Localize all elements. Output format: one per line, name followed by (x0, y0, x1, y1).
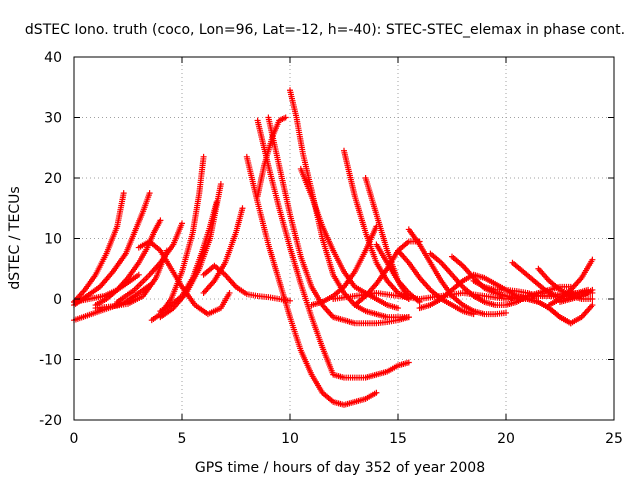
data-point (395, 305, 401, 312)
y-axis-label: dSTEC / TECUs (7, 186, 23, 289)
data-point (282, 114, 289, 121)
y-tick-label: -20 (39, 413, 62, 429)
y-tick-label: 10 (44, 232, 62, 248)
series-track (157, 181, 224, 321)
series-track (71, 280, 155, 324)
x-tick-label: 25 (605, 431, 623, 447)
series-track (148, 153, 207, 324)
series-track (373, 241, 423, 306)
series-track (330, 289, 574, 302)
x-axis-label: GPS time / hours of day 352 of year 2008 (195, 460, 485, 476)
data-point (135, 271, 142, 278)
series-track (308, 223, 380, 309)
data-point (503, 309, 509, 316)
data-point (405, 359, 412, 366)
series-track (341, 147, 412, 302)
data-point (589, 256, 596, 263)
series-track (254, 117, 412, 381)
series-track (71, 190, 153, 309)
data-point (179, 220, 185, 227)
data-point (157, 217, 164, 224)
y-tick-label: 20 (44, 171, 62, 187)
data-point (200, 153, 207, 160)
data-point (239, 205, 246, 212)
x-tick-label: 0 (70, 431, 79, 447)
data-point (120, 190, 127, 197)
grid (74, 57, 614, 420)
series-track (405, 226, 509, 318)
series-track (243, 153, 380, 408)
series-track (200, 205, 246, 296)
data-point (226, 289, 233, 296)
data-point (405, 314, 412, 321)
data-point (146, 190, 153, 197)
y-tick-label: -10 (39, 353, 62, 369)
x-tick-label: 5 (178, 431, 187, 447)
series-track (200, 262, 293, 304)
data-point (217, 181, 224, 188)
axis-ticks: 0 5 10 15 20 25 -20 -10 0 10 20 30 40 (39, 50, 623, 447)
data-point (567, 320, 574, 327)
data-point (589, 286, 596, 293)
series-track (416, 271, 574, 327)
data-point (589, 296, 596, 302)
data-point (373, 389, 380, 396)
x-tick-label: 20 (497, 431, 515, 447)
x-tick-label: 15 (389, 431, 407, 447)
series-track (135, 238, 233, 318)
y-tick-label: 40 (44, 50, 62, 66)
y-tick-label: 30 (44, 111, 62, 127)
data-point (567, 296, 574, 302)
data-point (589, 302, 596, 309)
series-track (254, 114, 289, 200)
x-tick-label: 10 (281, 431, 299, 447)
y-tick-label: 0 (53, 292, 62, 308)
series-track (265, 114, 412, 327)
data-marks (71, 87, 596, 408)
series-track (427, 250, 574, 309)
data-point (148, 280, 155, 287)
chart-title: dSTEC Iono. truth (coco, Lon=96, Lat=-12… (25, 22, 625, 38)
